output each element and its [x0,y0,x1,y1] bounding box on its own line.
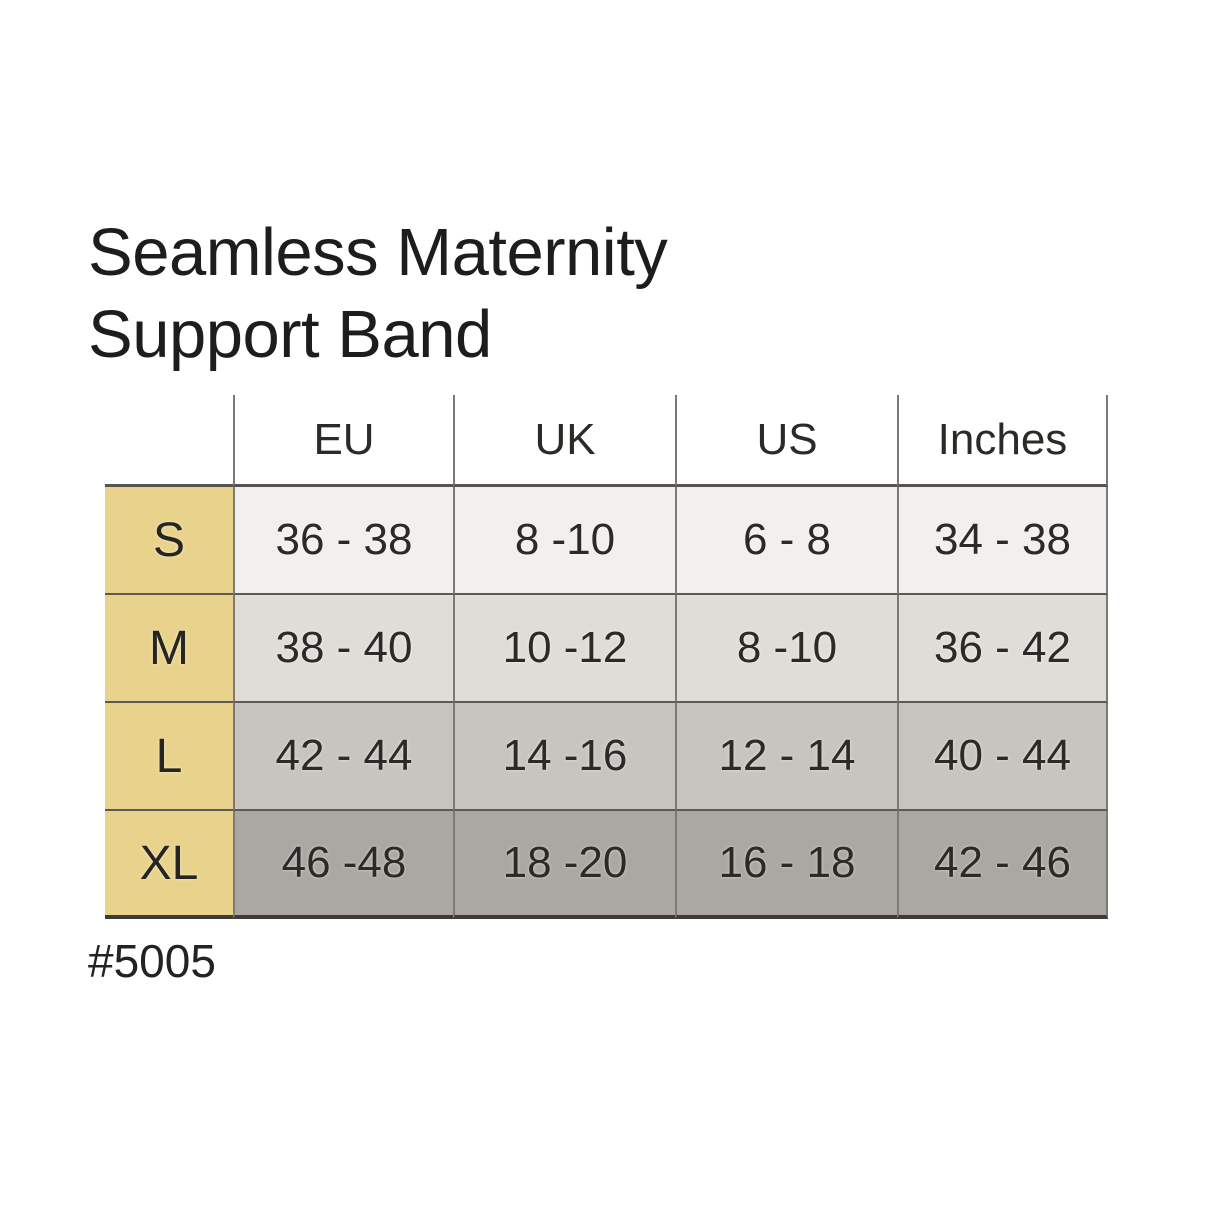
size-label-xl: XL [105,811,233,919]
size-label-l: L [105,703,233,811]
cell-s-eu: 36 - 38 [233,487,453,595]
size-chart-table: EU UK US Inches S 36 - 38 8 -10 6 - 8 34… [105,395,1108,919]
column-header-uk: UK [453,395,675,487]
cell-xl-eu: 46 -48 [233,811,453,919]
cell-l-eu: 42 - 44 [233,703,453,811]
cell-l-us: 12 - 14 [675,703,897,811]
cell-l-uk: 14 -16 [453,703,675,811]
product-code: #5005 [88,935,216,987]
cell-m-uk: 10 -12 [453,595,675,703]
cell-m-us: 8 -10 [675,595,897,703]
cell-l-inches: 40 - 44 [897,703,1108,811]
size-label-s: S [105,487,233,595]
column-header-us: US [675,395,897,487]
cell-xl-us: 16 - 18 [675,811,897,919]
column-header-eu: EU [233,395,453,487]
header-corner-cell [105,395,233,487]
column-header-inches: Inches [897,395,1108,487]
cell-s-us: 6 - 8 [675,487,897,595]
title-line-1: Seamless Maternity [88,215,668,290]
page-title: Seamless Maternity Support Band [88,212,668,376]
title-line-2: Support Band [88,297,492,372]
cell-m-eu: 38 - 40 [233,595,453,703]
size-label-m: M [105,595,233,703]
cell-xl-inches: 42 - 46 [897,811,1108,919]
cell-s-uk: 8 -10 [453,487,675,595]
cell-s-inches: 34 - 38 [897,487,1108,595]
cell-m-inches: 36 - 42 [897,595,1108,703]
cell-xl-uk: 18 -20 [453,811,675,919]
